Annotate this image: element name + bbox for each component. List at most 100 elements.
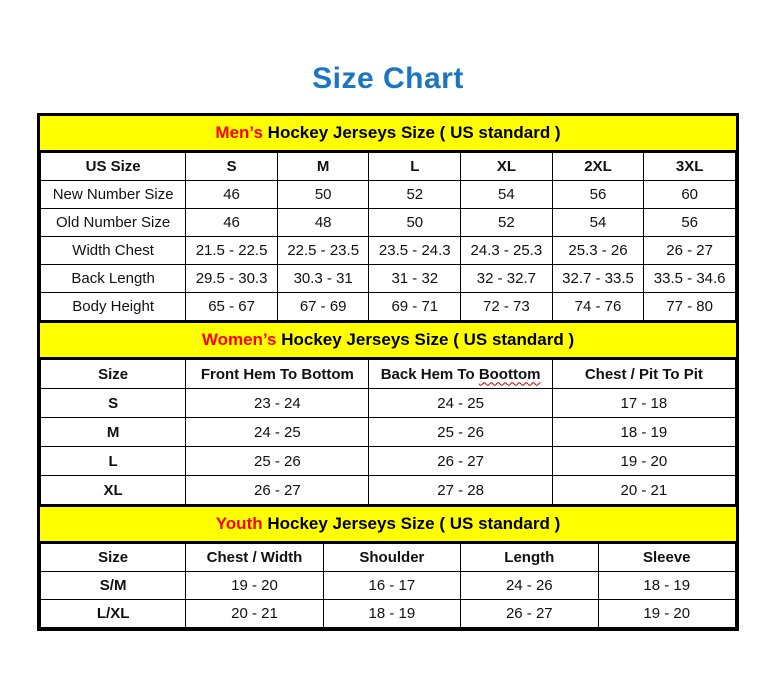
data-cell: 48 — [276, 208, 370, 237]
table-row: Width Chest 21.5 - 22.5 22.5 - 23.5 23.5… — [39, 236, 736, 265]
table-row: M 24 - 25 25 - 26 18 - 19 — [39, 417, 737, 447]
data-cell: 56 — [551, 180, 645, 209]
data-cell: 33.5 - 34.6 — [643, 264, 736, 293]
mens-size-table: US Size S M L XL 2XL 3XL New Number Size… — [39, 152, 736, 321]
row-label: XL — [39, 475, 187, 505]
row-label: S/M — [39, 571, 187, 600]
youth-heading-highlight: Youth — [215, 514, 263, 533]
header-cell: S — [185, 152, 278, 181]
table-row: L/XL 20 - 21 18 - 19 26 - 27 19 - 20 — [39, 599, 737, 628]
womens-section-heading: Women’s Hockey Jerseys Size ( US standar… — [40, 321, 736, 359]
data-cell: 19 - 20 — [185, 571, 324, 600]
data-cell: 20 - 21 — [551, 475, 737, 505]
data-cell: 46 — [185, 180, 278, 209]
data-cell: 26 - 27 — [460, 599, 599, 628]
header-cell: US Size — [39, 152, 187, 181]
data-cell: 23 - 24 — [185, 388, 370, 418]
data-cell: 32 - 32.7 — [460, 264, 553, 293]
misspelled-word: Boottom — [478, 365, 541, 383]
data-cell: 72 - 73 — [460, 292, 553, 321]
youth-header-row: Size Chest / Width Shoulder Length Sleev… — [39, 543, 737, 572]
data-cell: 25 - 26 — [368, 417, 553, 447]
row-label: Body Height — [39, 292, 187, 321]
data-cell: 24 - 26 — [460, 571, 599, 600]
row-label: M — [39, 417, 187, 447]
data-cell: 26 - 27 — [185, 475, 370, 505]
header-cell: Chest / Pit To Pit — [551, 359, 737, 389]
data-cell: 18 - 19 — [551, 417, 737, 447]
mens-heading-highlight: Men’s — [215, 123, 263, 142]
data-cell: 65 - 67 — [185, 292, 278, 321]
row-label: L — [39, 446, 187, 476]
page-title: Size Chart — [312, 62, 464, 95]
data-cell: 16 - 17 — [322, 571, 462, 600]
womens-size-table: Size Front Hem To Bottom Back Hem To Boo… — [39, 359, 737, 505]
data-cell: 20 - 21 — [185, 599, 324, 628]
data-cell: 23.5 - 24.3 — [368, 236, 462, 265]
size-chart-frame: Men’s Hockey Jerseys Size ( US standard … — [37, 113, 739, 631]
header-cell: Sleeve — [597, 543, 737, 572]
data-cell: 26 - 27 — [643, 236, 736, 265]
data-cell: 46 — [185, 208, 278, 237]
data-cell: 54 — [460, 180, 553, 209]
data-cell: 52 — [460, 208, 553, 237]
table-row: New Number Size 46 50 52 54 56 60 — [39, 180, 736, 209]
mens-heading-rest: Hockey Jerseys Size ( US standard ) — [262, 123, 561, 142]
data-cell: 21.5 - 22.5 — [185, 236, 278, 265]
youth-size-table: Size Chest / Width Shoulder Length Sleev… — [39, 543, 737, 628]
header-cell: XL — [460, 152, 553, 181]
data-cell: 22.5 - 23.5 — [276, 236, 370, 265]
table-row: S/M 19 - 20 16 - 17 24 - 26 18 - 19 — [39, 571, 737, 600]
mens-header-row: US Size S M L XL 2XL 3XL — [39, 152, 736, 181]
header-cell: L — [368, 152, 462, 181]
data-cell: 69 - 71 — [368, 292, 462, 321]
data-cell: 25 - 26 — [185, 446, 370, 476]
data-cell: 24.3 - 25.3 — [460, 236, 553, 265]
row-label: New Number Size — [39, 180, 187, 209]
data-cell: 74 - 76 — [551, 292, 645, 321]
youth-section-heading: Youth Hockey Jerseys Size ( US standard … — [40, 505, 736, 543]
data-cell: 52 — [368, 180, 462, 209]
data-cell: 56 — [643, 208, 736, 237]
data-cell: 60 — [643, 180, 736, 209]
data-cell: 19 - 20 — [597, 599, 737, 628]
womens-header-row: Size Front Hem To Bottom Back Hem To Boo… — [39, 359, 737, 389]
header-cell: Front Hem To Bottom — [185, 359, 370, 389]
header-cell: Size — [39, 543, 187, 572]
data-cell: 31 - 32 — [368, 264, 462, 293]
table-row: L 25 - 26 26 - 27 19 - 20 — [39, 446, 737, 476]
table-row: Old Number Size 46 48 50 52 54 56 — [39, 208, 736, 237]
data-cell: 29.5 - 30.3 — [185, 264, 278, 293]
data-cell: 24 - 25 — [185, 417, 370, 447]
data-cell: 19 - 20 — [551, 446, 737, 476]
data-cell: 32.7 - 33.5 — [551, 264, 645, 293]
row-label: Back Length — [39, 264, 187, 293]
data-cell: 18 - 19 — [597, 571, 737, 600]
table-row: Body Height 65 - 67 67 - 69 69 - 71 72 -… — [39, 292, 736, 321]
row-label: Width Chest — [39, 236, 187, 265]
womens-heading-highlight: Women’s — [201, 330, 277, 349]
table-row: S 23 - 24 24 - 25 17 - 18 — [39, 388, 737, 418]
header-cell: 3XL — [643, 152, 736, 181]
header-cell: Shoulder — [322, 543, 462, 572]
mens-section-heading: Men’s Hockey Jerseys Size ( US standard … — [40, 116, 736, 152]
row-label: Old Number Size — [39, 208, 187, 237]
data-cell: 17 - 18 — [551, 388, 737, 418]
table-row: XL 26 - 27 27 - 28 20 - 21 — [39, 475, 737, 505]
row-label: L/XL — [39, 599, 187, 628]
data-cell: 54 — [551, 208, 645, 237]
data-cell: 50 — [276, 180, 370, 209]
table-row: Back Length 29.5 - 30.3 30.3 - 31 31 - 3… — [39, 264, 736, 293]
data-cell: 24 - 25 — [368, 388, 553, 418]
youth-heading-rest: Hockey Jerseys Size ( US standard ) — [262, 514, 561, 533]
data-cell: 26 - 27 — [368, 446, 553, 476]
data-cell: 67 - 69 — [276, 292, 370, 321]
header-cell: Length — [460, 543, 599, 572]
header-cell: 2XL — [551, 152, 645, 181]
header-cell: Size — [39, 359, 187, 389]
header-cell: M — [276, 152, 370, 181]
header-cell: Chest / Width — [185, 543, 324, 572]
header-cell-with-typo: Back Hem To Boottom — [368, 359, 553, 389]
womens-heading-rest: Hockey Jerseys Size ( US standard ) — [276, 330, 575, 349]
data-cell: 30.3 - 31 — [276, 264, 370, 293]
